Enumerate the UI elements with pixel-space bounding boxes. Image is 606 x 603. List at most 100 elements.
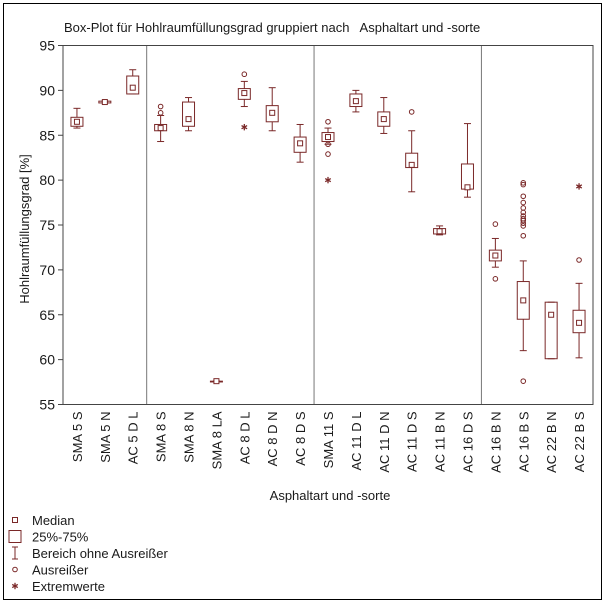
outlier-point (241, 71, 248, 78)
outlier-point (520, 181, 527, 188)
median-marker (325, 134, 331, 141)
extreme-point (241, 123, 248, 131)
category-label-ac-11-d-l: AC 11 D L (349, 412, 364, 471)
category-label-ac-22-b-n: AC 22 B N (544, 412, 559, 473)
outlier-point (520, 193, 527, 200)
legend-label-box: 25%-75% (32, 530, 89, 545)
outlier-point (520, 180, 527, 186)
x-axis-categories: SMA 5 S SMA 5 N AC 5 D L SMA 8 S SMA 8 N SMA … (70, 411, 587, 473)
box-ac-8-d-n (265, 87, 279, 132)
median-marker (408, 161, 415, 168)
legend-extreme-symbol (11, 582, 19, 590)
median-marker (297, 140, 304, 147)
outlier-point (520, 199, 527, 206)
iqr-box (377, 111, 391, 127)
outlier-point (408, 109, 415, 115)
outlier-point (520, 223, 527, 229)
category-label-ac-5-d-l: AC 5 D L (126, 412, 141, 465)
legend: Median 25%-75%Bereich ohne Ausreißer Ausre… (8, 513, 169, 594)
extreme-point (324, 176, 332, 184)
legend-label-median: Median (32, 513, 75, 528)
category-label-ac-11-d-s: AC 11 D S (405, 411, 420, 472)
iqr-box (488, 249, 502, 262)
category-label-ac-8-d-n: AC 8 D N (265, 412, 280, 467)
median-marker (213, 378, 220, 385)
outlier-point (157, 110, 164, 116)
box-sma-8-s (154, 103, 168, 143)
median-marker (352, 98, 359, 105)
box-ac-16-d-s (460, 123, 474, 198)
median-marker (73, 118, 80, 125)
legend-outlier-symbol (12, 566, 18, 573)
category-label-sma-8-n: SMA 8 N (182, 412, 197, 463)
box-ac-8-d-l (237, 71, 251, 131)
outlier-point (157, 103, 164, 110)
box-ac-11-d-l (349, 89, 363, 113)
median-marker (129, 84, 136, 91)
outlier-point (520, 378, 527, 384)
outlier-point (492, 221, 499, 227)
boxes (70, 69, 586, 385)
median-marker (157, 125, 164, 132)
outlier-point (520, 205, 527, 211)
iqr-box (126, 75, 140, 95)
outlier-point (520, 217, 527, 224)
iqr-box (293, 136, 307, 153)
legend-item-extreme: Extremwerte (11, 579, 105, 594)
median-marker (380, 116, 387, 123)
outlier-point (576, 257, 582, 263)
box-sma-5-n (98, 99, 112, 106)
legend-box-symbol (8, 530, 22, 543)
iqr-box (516, 281, 530, 320)
box-ac-11-d-n (377, 97, 391, 134)
box-ac-11-b-n (433, 225, 447, 236)
median-marker (464, 184, 471, 191)
y-tick-label-65: 65 (39, 307, 55, 323)
median-marker (185, 116, 192, 123)
box-ac-11-d-s (405, 109, 419, 193)
y-tick-label-55: 55 (39, 397, 55, 413)
legend-label-extreme: Extremwerte (32, 579, 105, 594)
median-marker (101, 99, 108, 106)
median-marker (548, 311, 555, 318)
box-ac-16-b-s (516, 180, 530, 384)
median-marker (436, 228, 443, 235)
category-label-ac-11-d-n: AC 11 D N (377, 412, 392, 473)
y-tick-label-95: 95 (39, 38, 55, 54)
outlier-point (325, 151, 331, 157)
category-label-ac-16-b-s: AC 16 B S (516, 411, 531, 472)
outlier-point (520, 220, 527, 227)
outlier-point (325, 118, 331, 125)
legend-label-whisker: Bereich ohne Ausreißer (32, 546, 169, 561)
separator-lines (146, 45, 482, 405)
y-tick-label-75: 75 (39, 217, 55, 233)
y-axis-ticks: 55 60 65 70 75 80 85 90 95 (39, 38, 63, 413)
y-tick-label-90: 90 (39, 82, 55, 98)
chart-title: Box-Plot für Hohlraumfüllungsgrad gruppi… (64, 20, 480, 35)
legend-median-symbol (12, 517, 18, 523)
box-ac-8-d-s (293, 123, 307, 163)
extreme-point (575, 183, 583, 190)
outlier-point (492, 276, 499, 282)
y-axis-label: Hohlraumfüllungsgrad [%] (17, 154, 32, 304)
box-ac-16-b-n (488, 221, 502, 282)
iqr-box (237, 88, 251, 100)
box-ac-22-b-s (572, 183, 586, 359)
iqr-box (544, 301, 558, 360)
box-sma-11-s (321, 118, 335, 184)
category-label-sma-11-s: SMA 11 S (321, 411, 336, 468)
plot-area (62, 45, 594, 405)
y-tick-label-60: 60 (39, 352, 55, 368)
y-tick-label-70: 70 (39, 262, 55, 278)
legend-item-whisker: Bereich ohne Ausreißer (12, 546, 169, 561)
median-marker (576, 319, 583, 326)
box-ac-22-b-n (544, 301, 558, 360)
legend-item-median: Median (12, 513, 75, 528)
median-marker (241, 90, 248, 97)
iqr-box (349, 93, 363, 108)
category-label-sma-8-la: SMA 8 LA (209, 411, 224, 469)
x-axis-label: Asphaltart und -sorte (270, 488, 391, 503)
outlier-point (520, 232, 527, 239)
y-tick-label-80: 80 (39, 172, 55, 188)
